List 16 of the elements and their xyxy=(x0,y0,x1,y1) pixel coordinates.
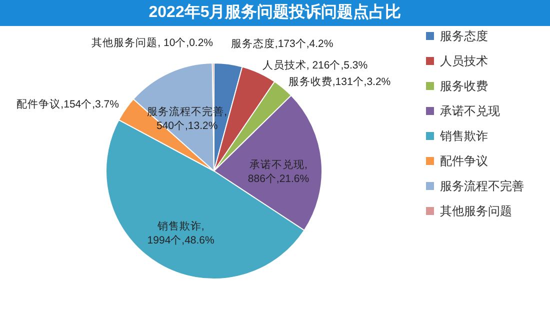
data-label: 销售欺诈, 1994个,48.6% xyxy=(147,220,214,247)
chart-title: 2022年5月服务问题投诉问题点占比 xyxy=(0,0,550,26)
legend-label: 人员技术 xyxy=(440,54,488,68)
legend-label: 服务态度 xyxy=(440,29,488,43)
data-label: 配件争议,154个,3.7% xyxy=(16,97,119,110)
legend-label: 销售欺诈 xyxy=(439,129,488,143)
data-label: 人员技术, 216个,5.3% xyxy=(262,58,368,72)
legend-label: 配件争议 xyxy=(440,154,488,168)
data-label: 承诺不兑现, 886个,21.6% xyxy=(248,158,310,185)
data-label: 其他服务问题, 10个,0.2% xyxy=(92,36,214,50)
legend-label: 服务收费 xyxy=(440,79,488,93)
data-label: 服务收费,131个,3.2% xyxy=(288,74,391,88)
legend-label: 其他服务问题 xyxy=(440,204,512,218)
legend-label: 承诺不兑现 xyxy=(440,104,500,118)
legend-label: 服务流程不完善 xyxy=(440,179,524,193)
data-label: 服务态度,173个,4.2% xyxy=(230,37,334,50)
